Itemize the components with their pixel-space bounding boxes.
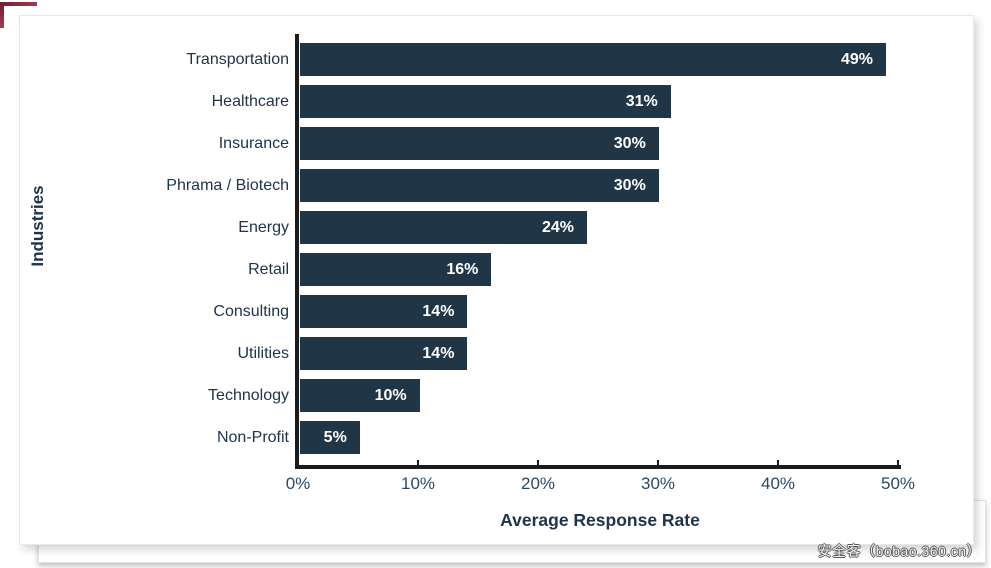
bar-chart: Industries Transportation 49% Healthcare 31… (20, 16, 973, 544)
bar-value-label: 14% (422, 345, 455, 363)
x-tick-mark (537, 460, 539, 465)
bar-row: Utilities 14% (20, 337, 973, 371)
bar: 30% (300, 168, 659, 202)
bar-row: Energy 24% (20, 210, 973, 244)
bar-value-label: 30% (613, 134, 646, 152)
x-tick-label: 30% (640, 474, 676, 493)
bar: 5% (300, 421, 360, 455)
bar-value-label: 5% (323, 429, 347, 447)
bar-value-label: 24% (542, 218, 575, 236)
x-tick-label: 0% (285, 474, 311, 493)
category-label: Phrama / Biotech (166, 176, 289, 194)
corner-bracket-vertical (0, 2, 4, 28)
bar-row: Non-Profit 5% (20, 421, 973, 455)
bar-value-label: 10% (374, 387, 407, 405)
bar: 16% (300, 253, 492, 286)
bar: 10% (300, 379, 420, 413)
category-label: Transportation (186, 50, 289, 68)
x-tick-label: 40% (760, 474, 796, 493)
bar-row: Transportation 49% (20, 42, 973, 76)
bar-row: Retail 16% (20, 253, 973, 286)
y-axis-line (295, 34, 299, 469)
bar-row: Healthcare 31% (20, 84, 973, 118)
category-label: Consulting (213, 303, 289, 321)
bar: 24% (300, 210, 588, 244)
category-label: Insurance (218, 134, 289, 152)
bar: 30% (300, 126, 659, 160)
category-label: Retail (248, 261, 289, 278)
category-label: Utilities (237, 345, 289, 363)
bar: 14% (300, 337, 468, 371)
bar-row: Insurance 30% (20, 126, 973, 160)
bar-value-label: 31% (625, 92, 658, 110)
category-label: Energy (238, 218, 289, 236)
x-axis-line (295, 465, 901, 469)
bar: 14% (300, 295, 468, 329)
category-label: Healthcare (211, 92, 289, 110)
chart-card: Industries Transportation 49% Healthcare 31… (19, 15, 974, 545)
x-tick-mark (417, 460, 419, 465)
category-label: Technology (208, 387, 289, 405)
bar-value-label: 14% (422, 303, 455, 321)
bar-value-label: 49% (841, 50, 874, 68)
bar-row: Phrama / Biotech 30% (20, 168, 973, 202)
x-tick-label: 20% (520, 474, 556, 493)
bar-value-label: 16% (446, 261, 479, 278)
bar-row: Technology 10% (20, 379, 973, 413)
category-label: Non-Profit (216, 429, 289, 447)
x-tick-mark (297, 460, 299, 465)
bar: 49% (300, 42, 887, 76)
x-tick-mark (657, 460, 659, 465)
x-tick-label: 10% (400, 474, 436, 493)
bar-row: Consulting 14% (20, 295, 973, 329)
x-axis-title: Average Response Rate (500, 510, 700, 530)
watermark: 安全客（bobao.360.cn） (817, 543, 981, 559)
bar: 31% (300, 84, 671, 118)
x-tick-mark (777, 460, 779, 465)
x-tick-label: 50% (880, 474, 916, 493)
x-tick-mark (897, 460, 899, 465)
corner-bracket-horizontal (0, 2, 37, 6)
bar-value-label: 30% (613, 176, 646, 194)
